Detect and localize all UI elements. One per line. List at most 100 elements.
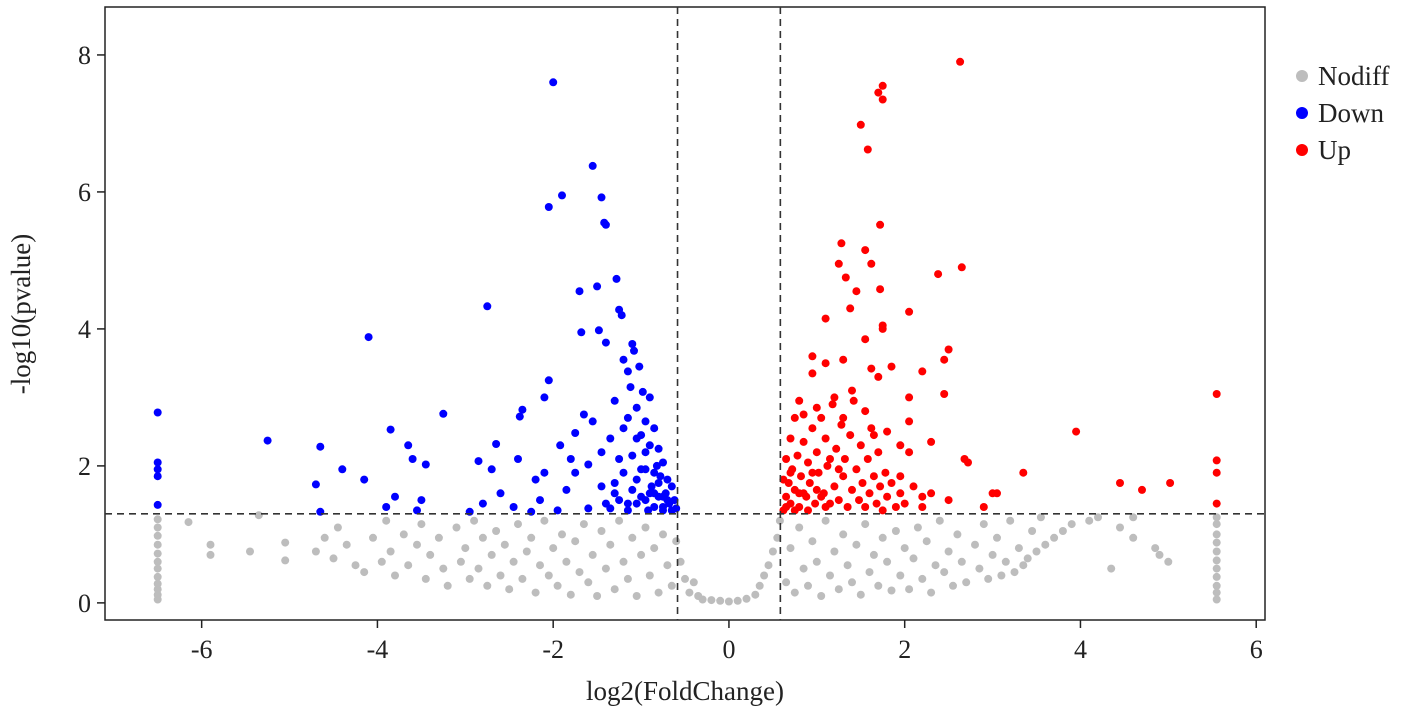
point-nodiff — [773, 533, 782, 542]
point-down — [439, 409, 448, 418]
point-down — [663, 496, 672, 505]
point-nodiff — [782, 578, 791, 587]
point-up — [821, 434, 830, 443]
point-up — [779, 475, 788, 484]
point-down — [421, 460, 430, 469]
point-nodiff — [808, 537, 817, 546]
point-up — [881, 468, 890, 477]
point-down — [652, 461, 661, 470]
point-nodiff — [931, 561, 940, 570]
point-nodiff — [707, 596, 716, 605]
point-up — [808, 468, 817, 477]
point-down — [623, 506, 632, 515]
point-up — [814, 468, 823, 477]
point-down — [540, 468, 549, 477]
point-nodiff — [971, 540, 979, 549]
point-down — [417, 496, 426, 505]
point-nodiff — [637, 550, 646, 559]
point-down — [577, 328, 586, 337]
point-down — [623, 413, 632, 422]
point-up — [799, 410, 808, 419]
point-up — [812, 448, 821, 457]
point-up — [830, 482, 839, 491]
point-nodiff — [571, 537, 580, 546]
point-nodiff — [654, 588, 663, 597]
point-up — [793, 451, 802, 460]
point-up — [811, 499, 820, 508]
point-down — [610, 489, 619, 498]
point-down — [667, 482, 676, 491]
point-nodiff — [601, 564, 610, 573]
point-up — [797, 472, 805, 481]
point-up — [1212, 468, 1221, 477]
point-up — [786, 468, 795, 477]
point-down — [584, 460, 593, 469]
point-up — [804, 506, 812, 515]
point-up — [863, 455, 872, 463]
point-down — [549, 78, 558, 87]
data-points — [153, 57, 1221, 606]
y-tick-label: 6 — [78, 178, 91, 207]
point-nodiff — [641, 523, 650, 532]
point-nodiff — [153, 531, 162, 540]
point-up — [918, 492, 927, 501]
point-down — [610, 396, 619, 405]
point-nodiff — [922, 537, 931, 546]
y-tick-label: 2 — [78, 452, 91, 481]
point-nodiff — [632, 592, 641, 600]
point-down — [641, 496, 650, 505]
point-up — [1019, 468, 1028, 477]
point-nodiff — [768, 547, 777, 556]
point-nodiff — [1041, 540, 1050, 549]
y-tick-label: 4 — [78, 315, 91, 344]
point-nodiff — [799, 564, 808, 573]
point-down — [659, 503, 667, 511]
point-nodiff — [993, 533, 1001, 542]
point-nodiff — [579, 520, 588, 529]
point-nodiff — [1067, 520, 1076, 529]
point-down — [601, 220, 610, 229]
point-up — [874, 372, 883, 381]
point-nodiff — [856, 590, 865, 599]
point-down — [514, 455, 522, 463]
point-nodiff — [342, 540, 351, 549]
point-nodiff — [979, 520, 988, 529]
point-nodiff — [900, 544, 909, 553]
point-nodiff — [1001, 557, 1010, 566]
point-down — [316, 442, 325, 451]
legend-marker-nodiff — [1296, 70, 1308, 82]
point-up — [821, 359, 830, 368]
point-nodiff — [953, 530, 962, 539]
point-nodiff — [413, 540, 421, 549]
point-nodiff — [1212, 581, 1221, 590]
point-down — [588, 161, 597, 170]
point-nodiff — [984, 574, 993, 583]
point-nodiff — [522, 547, 531, 556]
point-nodiff — [676, 557, 685, 566]
point-nodiff — [281, 538, 290, 547]
point-nodiff — [760, 571, 769, 580]
point-down — [645, 393, 654, 402]
point-up — [905, 393, 914, 402]
point-nodiff — [153, 564, 162, 573]
point-up — [805, 479, 814, 487]
point-nodiff — [562, 557, 571, 566]
point-up — [957, 263, 966, 272]
point-down — [637, 465, 646, 474]
legend-label-nodiff: Nodiff — [1318, 61, 1390, 91]
point-nodiff — [377, 557, 386, 566]
point-up — [834, 465, 843, 474]
point-nodiff — [386, 547, 395, 556]
point-down — [626, 383, 635, 392]
point-nodiff — [628, 533, 637, 542]
point-up — [861, 407, 870, 416]
point-nodiff — [1116, 523, 1124, 532]
point-up — [878, 506, 887, 515]
point-up — [837, 239, 846, 248]
point-up — [944, 496, 953, 505]
point-nodiff — [558, 530, 566, 539]
point-up — [830, 393, 839, 402]
point-nodiff — [1212, 520, 1221, 529]
point-down — [623, 367, 632, 376]
